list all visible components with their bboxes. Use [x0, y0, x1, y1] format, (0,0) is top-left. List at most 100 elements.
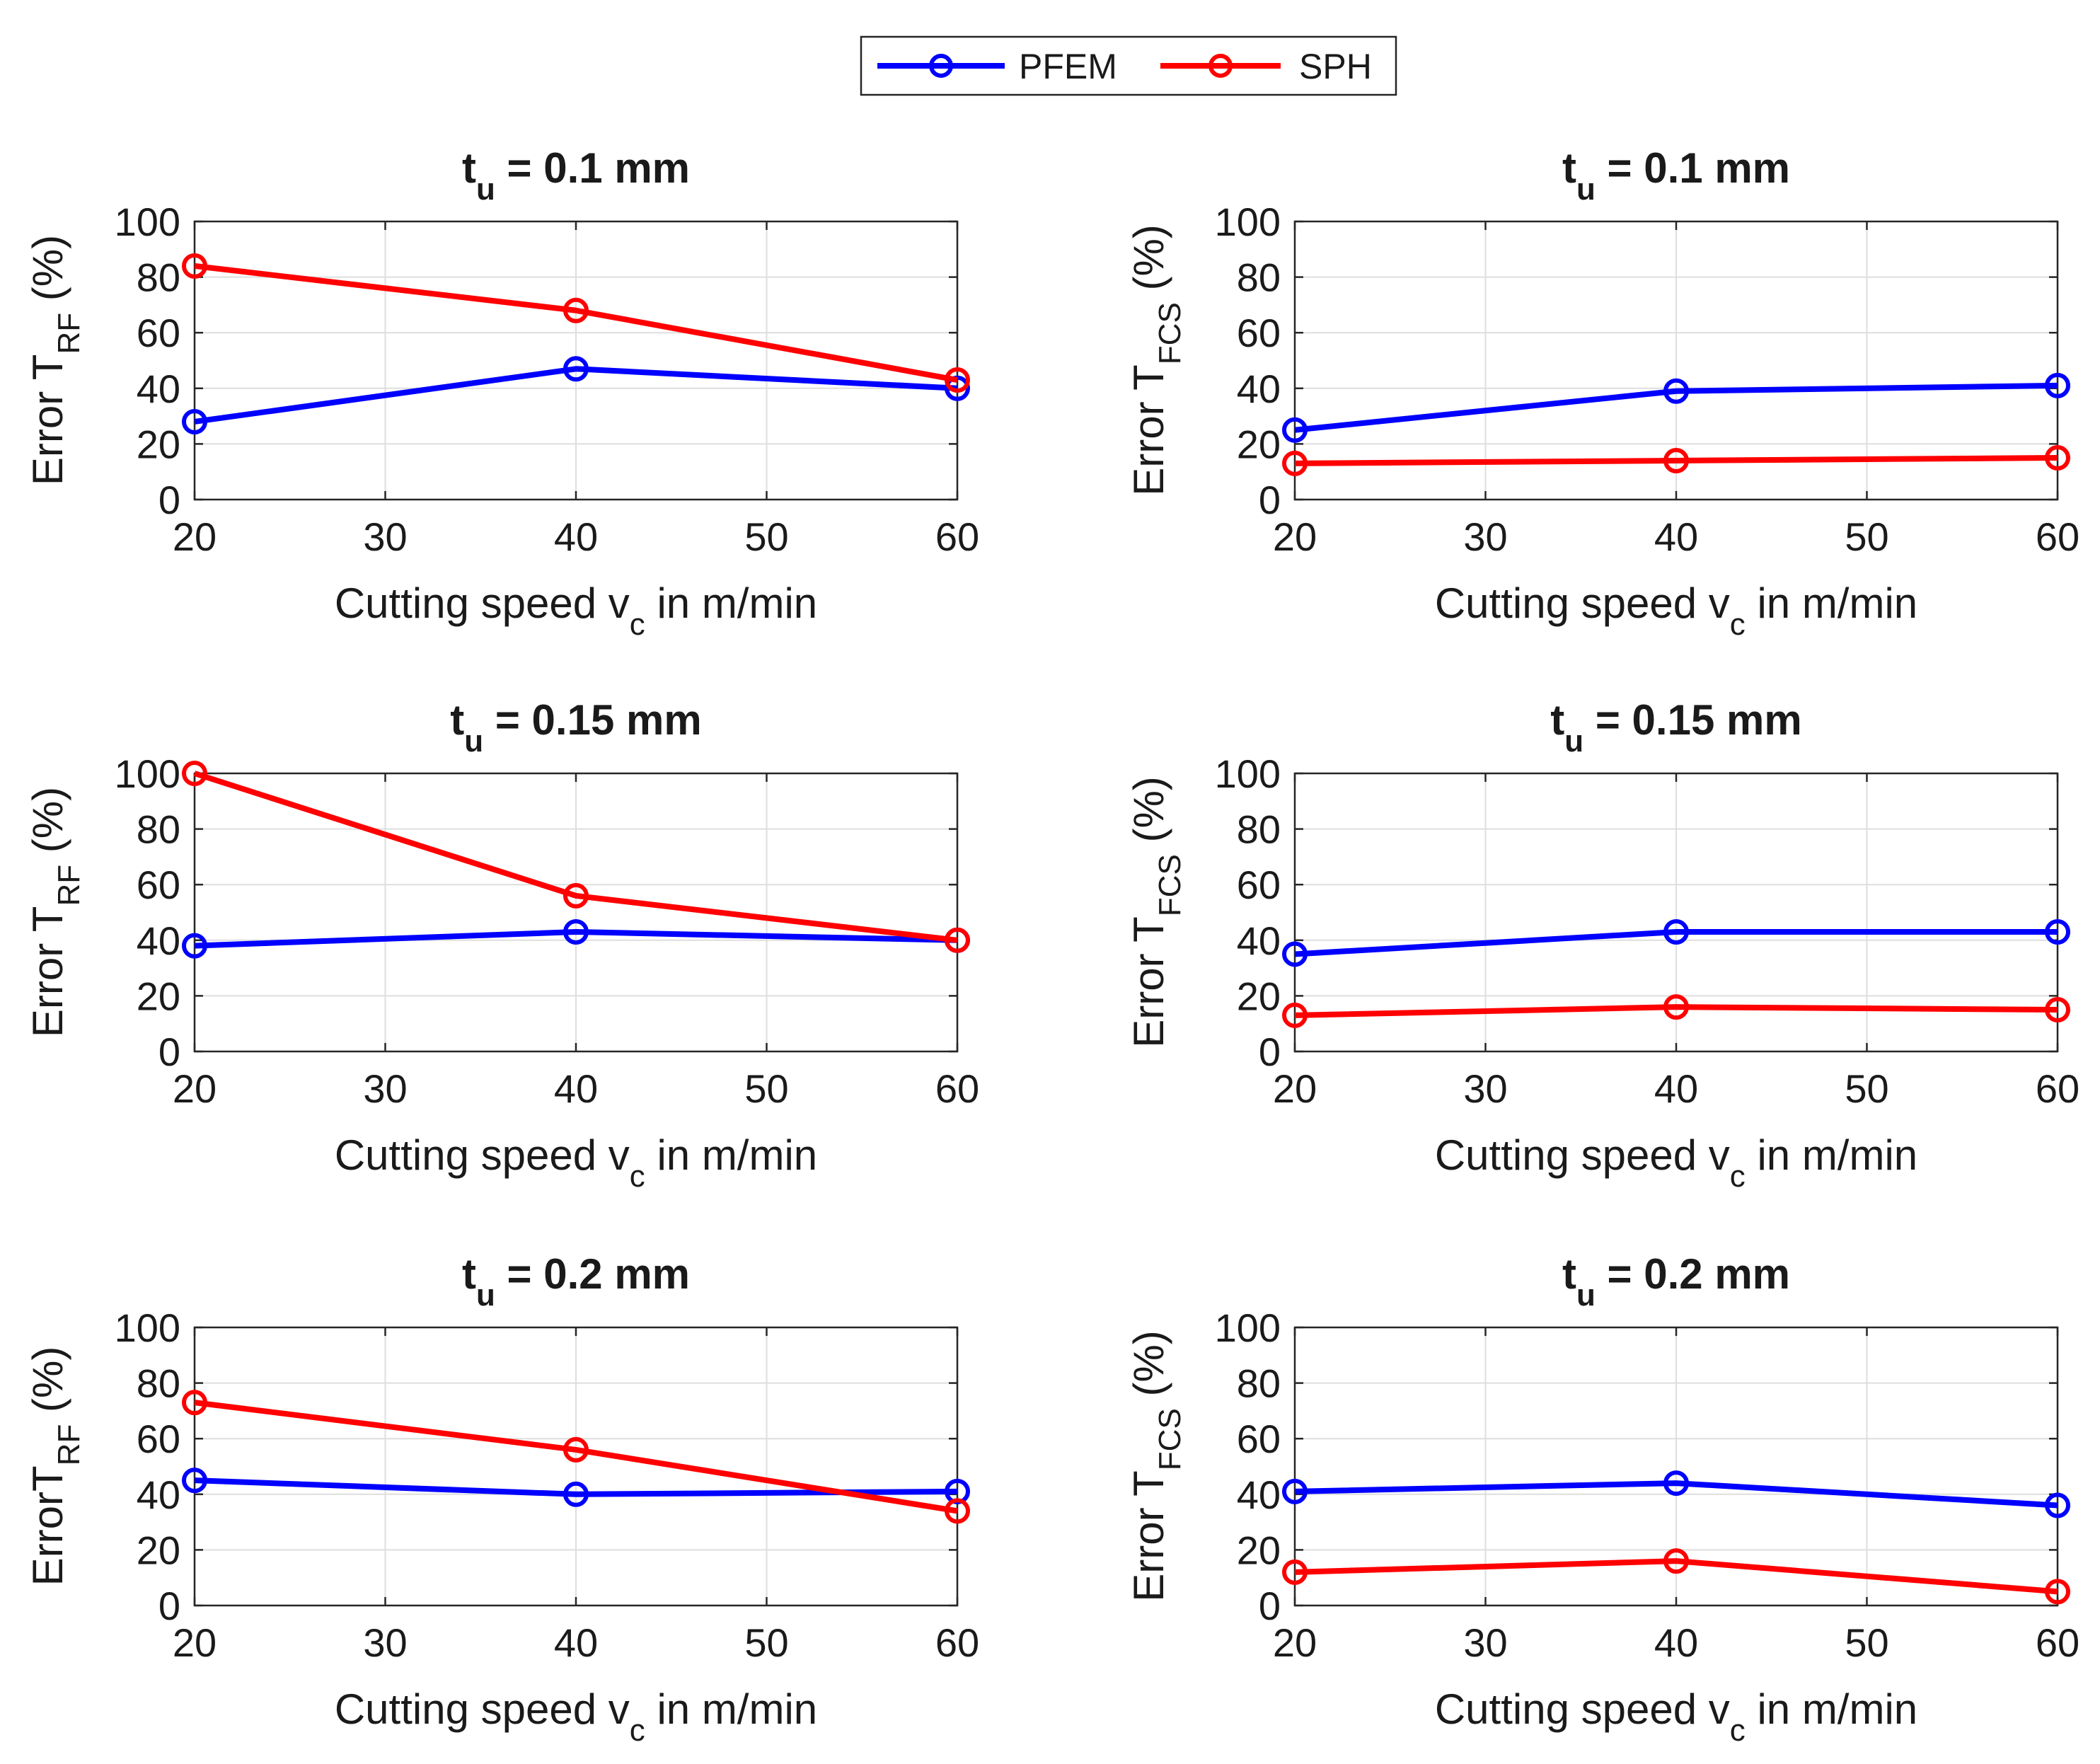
data-point-sph — [563, 882, 589, 909]
data-point-pfem — [2045, 372, 2070, 398]
y-tick-label: 100 — [1215, 200, 1281, 244]
y-tick-label: 100 — [115, 1305, 180, 1350]
series-line-sph — [1294, 1004, 2058, 1018]
panel-title: tu = 0.15 mm — [1550, 696, 1801, 759]
y-tick-label: 80 — [1237, 255, 1281, 300]
panel-title: tu = 0.2 mm — [1562, 1250, 1790, 1313]
data-point-sph — [945, 1498, 970, 1524]
series-line-pfem — [194, 366, 958, 425]
data-point-sph — [2045, 997, 2070, 1023]
x-tick-label: 50 — [1845, 514, 1888, 559]
y-tick-label: 0 — [1259, 478, 1281, 522]
legend-sph-label: SPH — [1299, 47, 1372, 86]
legend: PFEM SPH — [860, 35, 1397, 96]
series — [182, 253, 970, 434]
y-tick-label: 20 — [137, 422, 180, 466]
y-axis-label: Error TFCS (%) — [1125, 224, 1187, 496]
data-point-pfem — [182, 408, 207, 434]
series — [182, 1390, 970, 1524]
x-tick-label: 60 — [935, 1066, 979, 1111]
y-tick-label: 40 — [1237, 918, 1281, 963]
x-tick-label: 60 — [2036, 1620, 2079, 1665]
series-line-pfem — [1294, 382, 2058, 433]
y-tick-label: 0 — [158, 478, 180, 522]
data-point-sph — [1663, 447, 1689, 473]
panel-title: tu = 0.2 mm — [462, 1250, 690, 1313]
data-point-pfem — [2045, 919, 2070, 945]
data-point-pfem — [182, 1468, 207, 1494]
series — [1282, 1470, 2070, 1605]
y-tick-label: 0 — [158, 1584, 180, 1628]
y-tick-label: 20 — [137, 1528, 180, 1572]
x-axis-label: Cutting speed vc in m/min — [1435, 1685, 1917, 1748]
y-tick-label: 100 — [1215, 1305, 1281, 1350]
panel-title: tu = 0.1 mm — [462, 144, 690, 207]
y-tick-label: 40 — [137, 367, 180, 411]
data-point-sph — [945, 367, 970, 393]
data-point-sph — [2045, 1579, 2070, 1605]
series — [1282, 919, 2070, 1028]
series-line-sph — [1294, 1558, 2058, 1595]
x-tick-label: 40 — [1654, 1066, 1698, 1111]
y-tick-label: 0 — [1259, 1030, 1281, 1074]
x-tick-label: 60 — [935, 514, 979, 559]
series — [182, 761, 970, 959]
y-tick-label: 80 — [1237, 1361, 1281, 1406]
y-axis-label: Error TRF (%) — [24, 787, 86, 1037]
y-axis-label: Error TFCS (%) — [1125, 1330, 1187, 1602]
data-point-sph — [2045, 445, 2070, 471]
data-point-sph — [1282, 1559, 1308, 1585]
series-line-sph — [194, 1400, 958, 1514]
y-axis-label: ErrorTRF (%) — [24, 1347, 86, 1586]
data-point-pfem — [563, 1481, 589, 1507]
data-point-sph — [1663, 994, 1689, 1020]
series — [1282, 372, 2070, 476]
y-tick-label: 0 — [158, 1030, 180, 1074]
y-tick-label: 60 — [137, 1417, 180, 1461]
data-point-sph — [182, 1390, 207, 1416]
x-tick-label: 30 — [1463, 514, 1507, 559]
x-tick-label: 20 — [173, 514, 217, 559]
legend-pfem-marker — [929, 54, 953, 78]
y-tick-label: 40 — [137, 918, 180, 963]
x-axis-label: Cutting speed vc in m/min — [335, 1685, 817, 1748]
data-point-sph — [1282, 450, 1308, 476]
y-axis-label: Error TFCS (%) — [1125, 776, 1187, 1048]
x-tick-label: 20 — [1273, 1620, 1317, 1665]
y-tick-label: 20 — [1237, 422, 1281, 466]
x-tick-label: 20 — [1273, 1066, 1317, 1111]
x-tick-label: 40 — [554, 1620, 598, 1665]
data-point-sph — [563, 297, 589, 323]
x-tick-label: 50 — [744, 1066, 788, 1111]
data-point-sph — [945, 927, 970, 953]
series-line-pfem — [1294, 929, 2058, 957]
data-point-sph — [182, 761, 207, 786]
panel-title: tu = 0.1 mm — [1562, 144, 1790, 207]
data-point-sph — [182, 253, 207, 279]
x-tick-label: 20 — [173, 1620, 217, 1665]
x-axis-label: Cutting speed vc in m/min — [1435, 1131, 1917, 1194]
x-axis-label: Cutting speed vc in m/min — [335, 580, 817, 642]
x-tick-label: 60 — [935, 1620, 979, 1665]
x-tick-label: 50 — [1845, 1066, 1888, 1111]
y-tick-label: 80 — [137, 255, 180, 300]
x-tick-label: 30 — [363, 514, 407, 559]
y-tick-label: 60 — [1237, 1417, 1281, 1461]
data-point-pfem — [1663, 378, 1689, 404]
y-axis-label: Error TRF (%) — [24, 235, 86, 485]
legend-sph-marker — [1208, 54, 1233, 78]
y-tick-label: 20 — [1237, 974, 1281, 1018]
x-tick-label: 40 — [554, 1066, 598, 1111]
data-point-pfem — [1663, 1470, 1689, 1497]
y-tick-label: 100 — [1215, 751, 1281, 796]
y-tick-label: 100 — [115, 200, 180, 244]
y-tick-label: 40 — [137, 1472, 180, 1517]
x-tick-label: 30 — [363, 1066, 407, 1111]
x-tick-label: 20 — [1273, 514, 1317, 559]
